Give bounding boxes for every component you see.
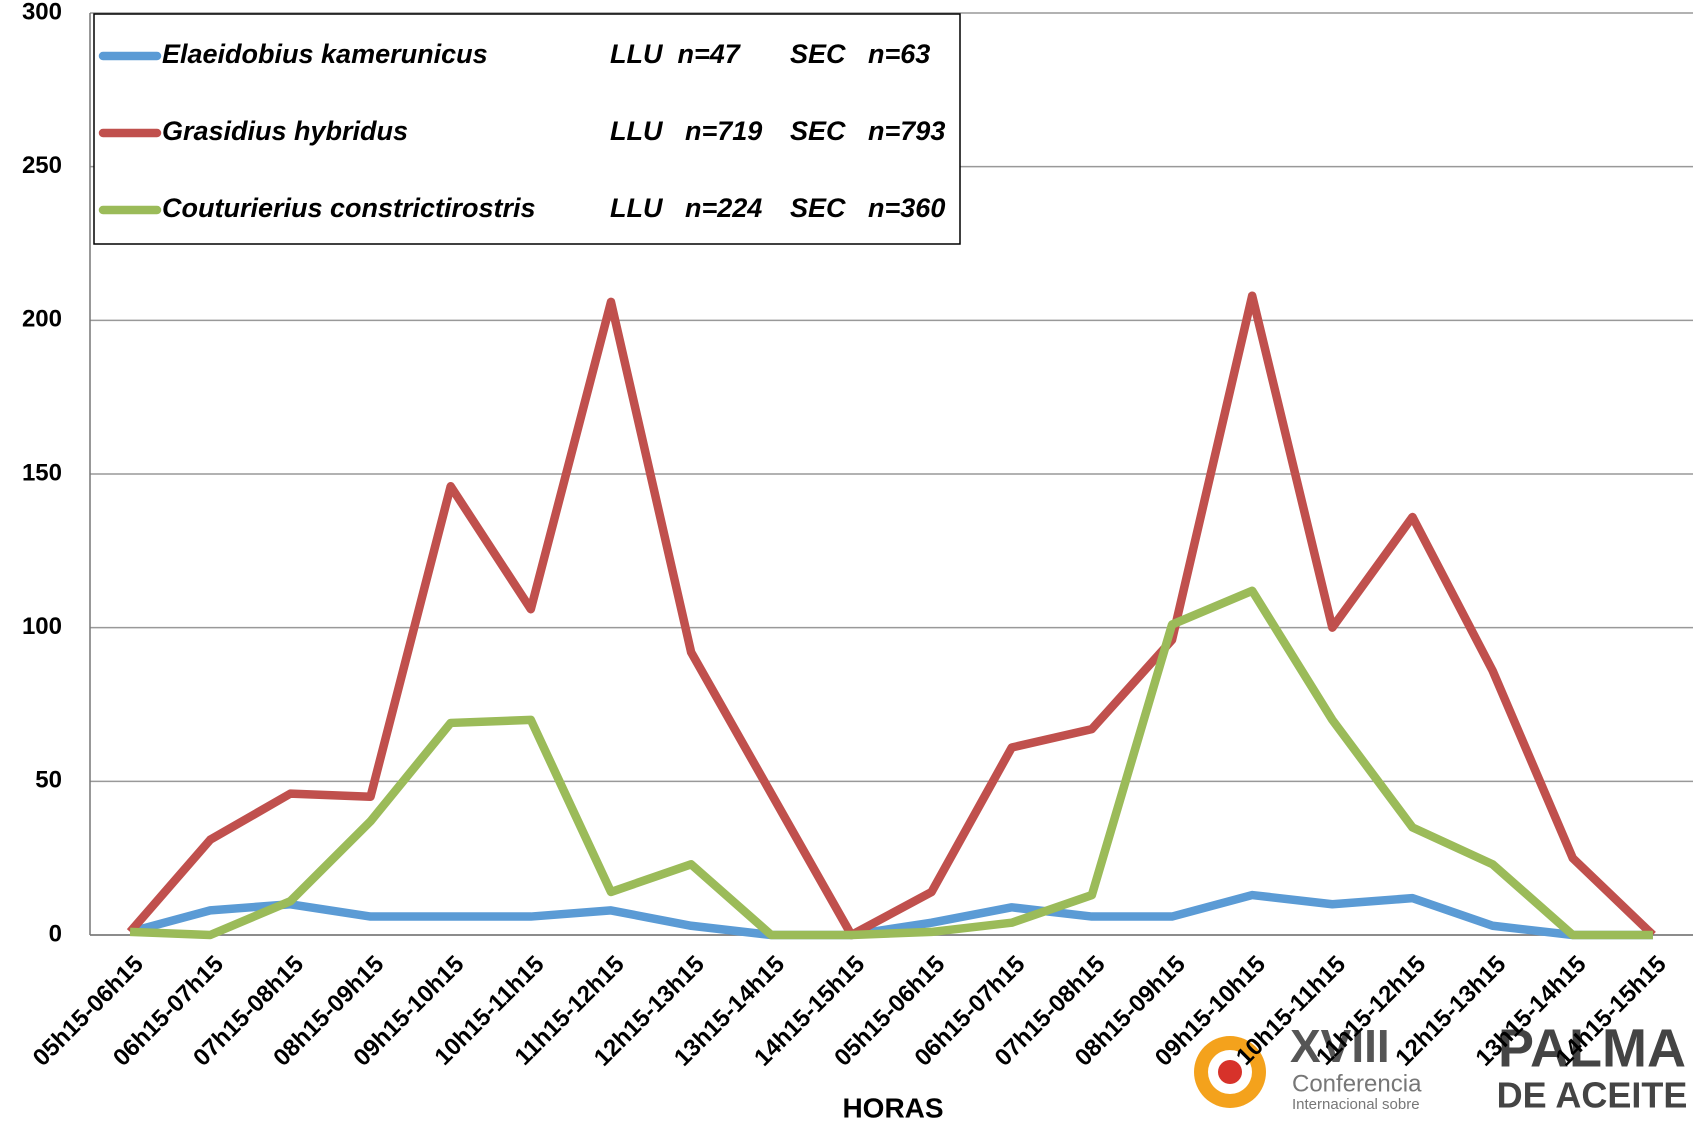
legend-note: LLU n=719 xyxy=(610,116,762,146)
page: {"chart_data": {"type": "line", "x_label… xyxy=(0,0,1696,1125)
logo-text: Internacional sobre xyxy=(1292,1096,1420,1113)
logo-brand: DE ACEITE xyxy=(1497,1075,1688,1116)
legend-label: Grasidius hybridus xyxy=(162,116,408,146)
line-series xyxy=(130,591,1653,935)
legend-note: LLU n=47 xyxy=(610,39,742,69)
y-tick-label: 0 xyxy=(49,920,62,947)
logo-icon-core xyxy=(1218,1060,1242,1084)
chart: HORAS XVIII Conferencia Internacional so… xyxy=(0,0,1696,1125)
y-tick-label: 150 xyxy=(22,459,62,486)
y-tick-label: 50 xyxy=(35,767,62,794)
legend-note: LLU n=224 xyxy=(610,193,762,223)
y-tick-label: 300 xyxy=(22,0,62,25)
logo-text: Conferencia xyxy=(1292,1070,1422,1097)
y-tick-label: 200 xyxy=(22,306,62,333)
y-tick-label: 250 xyxy=(22,152,62,179)
legend-label: Elaeidobius kamerunicus xyxy=(162,39,488,69)
x-axis-label: HORAS xyxy=(842,1092,943,1123)
legend-label: Couturierius constrictirostris xyxy=(162,193,536,223)
legend-note: SEC n=360 xyxy=(790,193,945,223)
legend-note: SEC n=793 xyxy=(790,116,945,146)
legend-note: SEC n=63 xyxy=(790,39,930,69)
y-tick-label: 100 xyxy=(22,613,62,640)
